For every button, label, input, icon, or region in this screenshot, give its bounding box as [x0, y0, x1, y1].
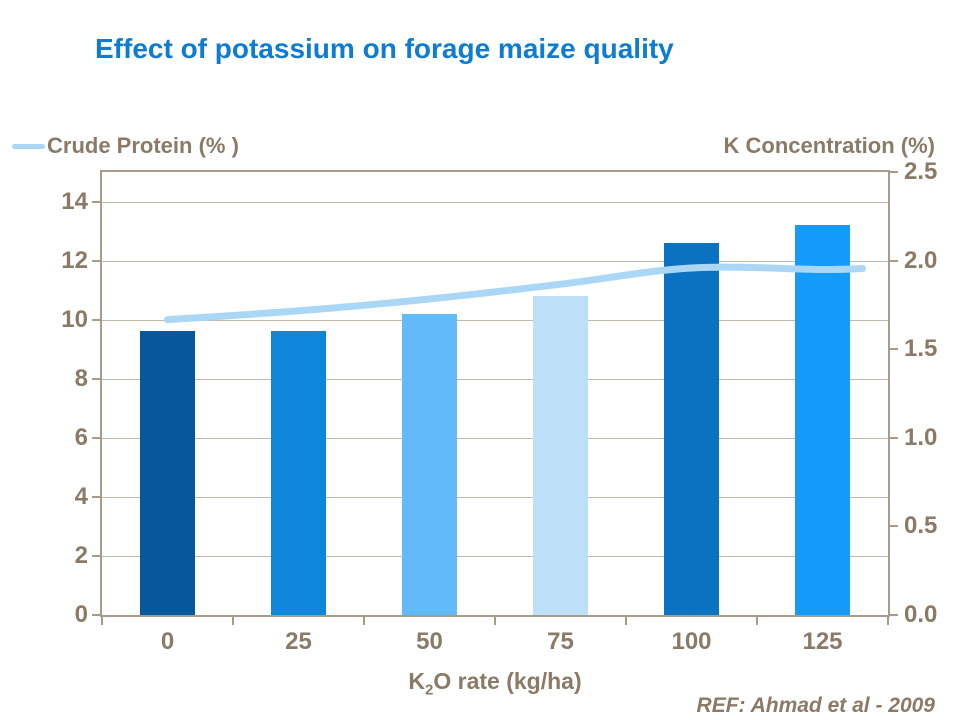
bar-k-concentration	[140, 331, 195, 615]
right-axis-tick	[890, 525, 898, 528]
gridline	[102, 319, 888, 321]
right-axis-tick	[890, 171, 898, 173]
gridline	[102, 260, 888, 262]
x-axis-title-text: K	[408, 668, 425, 694]
legend-crude-protein-label: Crude Protein (% )	[47, 133, 239, 158]
right-axis-tick-label: 1.0	[904, 423, 938, 451]
x-axis-title-subscript: 2	[425, 681, 434, 699]
right-axis-title: K Concentration (%)	[723, 133, 935, 158]
bar-k-concentration	[402, 313, 457, 615]
gridline	[102, 437, 888, 439]
x-axis-tick	[494, 617, 496, 625]
reference-note: REF: Ahmad et al - 2009	[696, 694, 935, 717]
crude-protein-line-swatch-icon	[12, 143, 45, 149]
x-axis-tick	[625, 617, 627, 625]
right-axis-tick	[890, 259, 898, 262]
x-axis-title-units: O rate (kg/ha)	[433, 668, 582, 694]
right-axis-tick-label: 0.0	[904, 601, 938, 628]
x-axis-tick	[363, 617, 365, 625]
left-axis-tick-label: 6	[74, 423, 88, 451]
x-axis-tick	[101, 617, 103, 625]
crude-protein-line	[164, 263, 866, 324]
left-axis-tick-label: 2	[74, 541, 88, 569]
gridline	[102, 378, 888, 380]
x-axis-title: K2O rate (kg/ha)	[102, 668, 888, 699]
left-axis-tick-label: 12	[61, 246, 88, 274]
legend: Crude Protein (% )	[12, 133, 239, 159]
right-axis-tick	[890, 436, 898, 439]
x-axis-tick	[756, 617, 758, 625]
left-axis-tick	[92, 318, 100, 321]
left-axis-tick	[92, 554, 100, 557]
bar-k-concentration	[664, 242, 719, 615]
crude-protein-line-path	[164, 263, 866, 324]
bar-k-concentration	[271, 331, 326, 615]
gridline	[102, 555, 888, 557]
x-axis-tick	[887, 617, 889, 625]
right-axis-tick-label: 1.5	[904, 335, 938, 363]
left-axis-tick-label: 8	[74, 364, 88, 392]
left-axis-tick	[92, 200, 100, 203]
right-axis-tick-label: 2.0	[904, 246, 938, 274]
chart-title: Effect of potassium on forage maize qual…	[95, 33, 674, 64]
right-axis-tick	[890, 348, 898, 351]
x-category-label: 125	[802, 628, 843, 655]
left-axis-tick	[92, 436, 100, 439]
bar-k-concentration	[533, 296, 588, 615]
right-axis-tick-label: 2.5	[904, 158, 938, 185]
left-axis-tick	[92, 614, 100, 616]
left-axis-tick-label: 4	[74, 482, 88, 510]
bar-k-concentration	[795, 225, 850, 615]
right-axis-tick	[890, 614, 898, 616]
left-axis-tick	[92, 377, 100, 380]
gridline	[102, 496, 888, 498]
x-category-label: 0	[160, 628, 175, 655]
x-category-label: 100	[671, 628, 712, 655]
right-axis-tick-label: 0.5	[904, 512, 938, 540]
left-axis-tick	[92, 495, 100, 498]
gridline	[102, 201, 888, 203]
x-category-label: 75	[547, 628, 574, 655]
x-category-label: 50	[416, 628, 443, 655]
x-category-label: 25	[285, 628, 312, 655]
left-axis-tick	[92, 259, 100, 262]
x-axis-tick	[232, 617, 234, 625]
plot-area	[100, 170, 890, 617]
left-axis-tick-label: 10	[61, 305, 88, 333]
left-axis-tick-label: 14	[61, 187, 88, 215]
left-axis-tick-label: 0	[74, 601, 88, 628]
